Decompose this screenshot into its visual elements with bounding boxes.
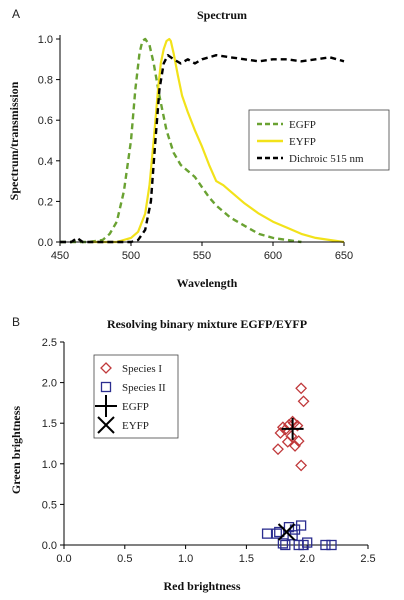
panel-a-ytick-label: 0.4 xyxy=(38,156,53,168)
legend-entry: EYFP xyxy=(122,420,149,432)
scatter-point-species-ii xyxy=(280,539,291,551)
panel-b-ticks: 0.0 0.5 1.0 1.5 2.0 2.5 0.0 0.5 1.0 1.5 2.0 2.5 xyxy=(42,337,376,565)
scatter-point-species-ii xyxy=(277,538,289,549)
panel-a-xlabel: Wavelength xyxy=(177,276,238,290)
scatter-point-species-i xyxy=(292,435,305,447)
legend-marker xyxy=(100,362,112,374)
panel-b-series xyxy=(261,382,337,551)
panel-a-axes xyxy=(59,35,344,243)
panel-a-xtick-label: 650 xyxy=(335,250,353,262)
scatter-point-species-i xyxy=(276,421,289,434)
panel-b-xtick-label: 0.0 xyxy=(56,553,71,565)
panel-b-xlabel: Red brightness xyxy=(163,579,240,593)
panel-b-letter: B xyxy=(12,315,20,329)
panel-a-xtick-label: 550 xyxy=(193,250,211,262)
panel-a-xtick-label: 450 xyxy=(51,250,69,262)
scatter-point-species-ii xyxy=(326,539,337,551)
legend-entry: EGFP xyxy=(122,401,149,413)
panel-a-title: Spectrum xyxy=(197,8,247,22)
panel-b-ytick-label: 2.0 xyxy=(42,378,57,390)
panel-b-ytick-label: 1.0 xyxy=(42,459,57,471)
legend-entry: Species II xyxy=(122,382,166,394)
scatter-point-species-i xyxy=(297,395,310,408)
panel-b-ytick-label: 1.5 xyxy=(42,418,57,430)
panel-a-ylabel: Spectrum/transmission xyxy=(7,81,21,200)
legend-entry: EGFP xyxy=(289,119,316,131)
panel-b-ytick-label: 2.5 xyxy=(42,337,57,349)
panel-a: A Spectrum Wavelength Spectrum/transmiss… xyxy=(7,7,390,290)
panel-a-ticks: 450 500 550 600 650 0.0 0.2 0.4 0.6 0.8 1.0 xyxy=(38,34,353,262)
scatter-point-species-i xyxy=(272,443,284,456)
panel-a-legend: EGFP EYFP Dichroic 515 nm xyxy=(248,109,390,171)
scatter-point-species-i xyxy=(289,440,301,452)
scatter-point-species-i xyxy=(291,419,304,432)
panel-a-letter: A xyxy=(12,7,20,21)
panel-b: B Resolving binary mixture EGFP/EYFP Red… xyxy=(9,315,376,593)
panel-b-ylabel: Green brightness xyxy=(9,406,23,494)
series-line-eyfp xyxy=(88,37,345,244)
scatter-point-species-ii xyxy=(287,530,298,541)
panel-b-title: Resolving binary mixture EGFP/EYFP xyxy=(107,317,307,331)
series-line-egfp xyxy=(60,37,302,244)
panel-b-legend: Species I Species II EGFP EYFP xyxy=(93,354,179,439)
scatter-point-species-ii xyxy=(295,520,307,531)
panel-b-ytick-label: 0.0 xyxy=(42,540,57,552)
scatter-point-species-i xyxy=(281,435,294,448)
legend-entry: Species I xyxy=(122,363,162,375)
legend-entry: Dichroic 515 nm xyxy=(289,153,364,165)
panel-b-xtick-label: 1.5 xyxy=(239,553,254,565)
legend-marker xyxy=(95,395,117,417)
scatter-point-egfp xyxy=(281,417,304,440)
legend-entry: EYFP xyxy=(289,136,316,148)
scatter-point-species-ii xyxy=(293,539,304,551)
panel-b-xtick-label: 2.0 xyxy=(300,553,315,565)
panel-b-ytick-label: 0.5 xyxy=(42,499,57,511)
legend-marker xyxy=(100,381,112,393)
scatter-point-species-ii xyxy=(274,526,285,538)
panel-a-legend-box xyxy=(248,109,390,171)
panel-a-xtick-label: 600 xyxy=(264,250,282,262)
panel-a-ytick-label: 1.0 xyxy=(38,34,53,46)
scatter-point-species-i xyxy=(295,382,308,395)
panel-b-axes xyxy=(63,342,368,546)
panel-a-ytick-label: 0.0 xyxy=(38,237,53,249)
panel-b-xtick-label: 2.5 xyxy=(360,553,375,565)
panel-a-ytick-label: 0.8 xyxy=(38,75,53,87)
panel-a-xtick-label: 500 xyxy=(122,250,140,262)
scatter-point-eyfp xyxy=(277,523,296,541)
legend-marker xyxy=(97,416,115,434)
panel-b-xtick-label: 0.5 xyxy=(117,553,132,565)
scatter-point-species-ii xyxy=(261,528,273,539)
panel-b-xtick-label: 1.0 xyxy=(178,553,193,565)
panel-a-ytick-label: 0.2 xyxy=(38,196,53,208)
scatter-point-species-ii xyxy=(271,528,282,539)
scatter-point-species-ii xyxy=(283,521,295,533)
panel-a-ytick-label: 0.6 xyxy=(38,115,53,127)
scatter-point-species-ii xyxy=(320,539,331,551)
scatter-point-species-i xyxy=(295,459,308,472)
